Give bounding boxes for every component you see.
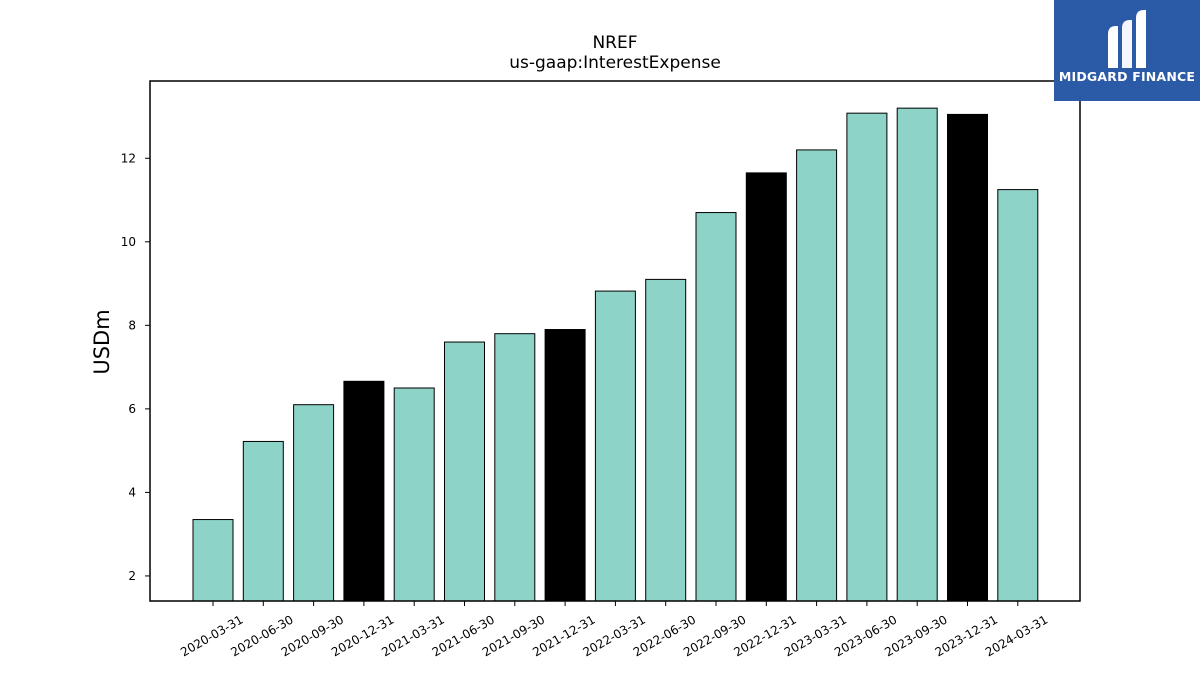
y-tick-label: 4 — [128, 485, 136, 499]
bar-2023-03-31 — [796, 149, 838, 602]
bar-2023-06-30 — [846, 112, 888, 602]
bar-2021-06-30 — [444, 341, 485, 602]
midgard-logo-icon — [1108, 10, 1146, 68]
plot-frame — [149, 80, 1081, 602]
logo-text: MIDGARD FINANCE — [1058, 69, 1196, 84]
bar-2020-03-31 — [192, 519, 234, 602]
y-tick-label: 6 — [128, 402, 136, 416]
bar-2023-09-30 — [896, 107, 938, 602]
bar-2023-12-31 — [947, 113, 988, 602]
bar-2022-03-31 — [594, 290, 636, 602]
bar-2021-03-31 — [393, 387, 435, 602]
bar-2021-12-31 — [544, 329, 586, 602]
y-tick-label: 2 — [128, 569, 136, 583]
bar-2020-12-31 — [343, 380, 385, 602]
midgard-finance-logo: MIDGARD FINANCE — [1054, 0, 1200, 101]
x-axis: 2020-03-312020-06-302020-09-302020-12-31… — [178, 601, 1050, 659]
bar-2021-09-30 — [494, 333, 536, 602]
y-tick-label: 10 — [121, 235, 136, 249]
bar-2020-09-30 — [293, 404, 335, 602]
y-axis-label: USDm — [90, 309, 114, 374]
bar-2022-12-31 — [745, 172, 787, 602]
chart-title: NREF — [592, 33, 637, 53]
bar-2022-06-30 — [645, 278, 687, 602]
chart-subtitle: us-gaap:InterestExpense — [509, 53, 721, 73]
y-tick-label: 8 — [128, 318, 136, 332]
y-axis: 2 4 6 8 10 12 — [121, 151, 150, 583]
bar-2022-09-30 — [695, 212, 737, 602]
bar-2024-03-31 — [997, 189, 1039, 602]
y-tick-label: 12 — [121, 151, 136, 165]
bar-2020-06-30 — [242, 440, 284, 602]
bars-group — [192, 107, 1039, 602]
